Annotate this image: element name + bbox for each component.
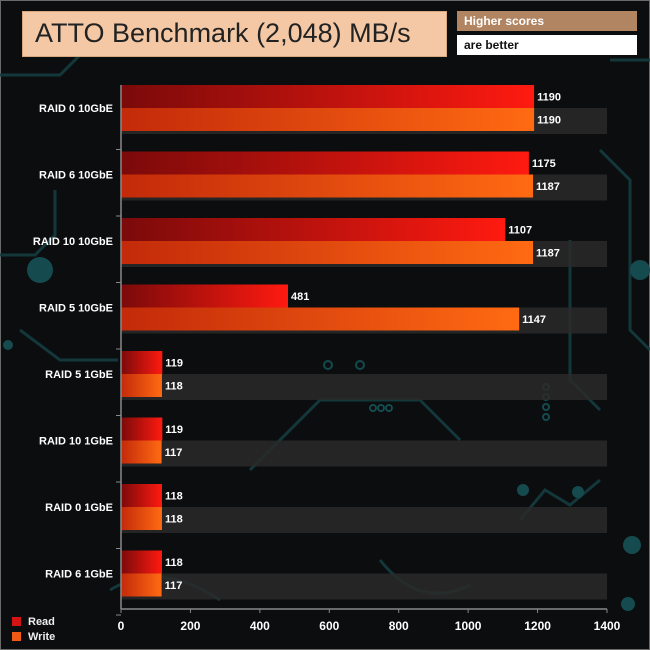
value-label-read-raid-0-10gbe: 1190 <box>537 92 561 104</box>
legend-item-read: Read <box>12 616 55 628</box>
bar-read-raid-5-1gbe <box>121 351 163 374</box>
x-tick-label-1000: 1000 <box>455 619 482 633</box>
legend-swatch-read <box>12 617 21 626</box>
bar-write-raid-10-1gbe <box>121 440 162 464</box>
category-label-raid-0-1gbe: RAID 0 1GbE <box>45 502 113 514</box>
chart-title: ATTO Benchmark (2,048) MB/s <box>35 18 411 48</box>
x-tick-label-0: 0 <box>118 619 125 633</box>
value-label-read-raid-10-10gbe: 1107 <box>508 225 532 237</box>
bar-write-raid-6-10gbe <box>121 174 534 198</box>
value-label-read-raid-6-1gbe: 118 <box>165 557 183 569</box>
bar-read-raid-6-10gbe <box>121 151 529 175</box>
value-label-read-raid-6-10gbe: 1175 <box>532 158 556 170</box>
category-label-raid-6-10gbe: RAID 6 10GbE <box>39 170 113 182</box>
value-label-read-raid-10-1gbe: 119 <box>165 424 183 436</box>
bar-read-raid-6-1gbe <box>121 550 162 574</box>
legend-label-read: Read <box>28 616 55 628</box>
x-tick-label-200: 200 <box>180 619 200 633</box>
x-tick-label-800: 800 <box>389 619 409 633</box>
are-better-note: are better <box>457 35 637 55</box>
category-label-raid-6-1gbe: RAID 6 1GbE <box>45 569 113 581</box>
bar-write-raid-5-1gbe <box>121 374 162 397</box>
value-label-write-raid-5-1gbe: 118 <box>165 381 183 393</box>
bar-read-raid-5-10gbe <box>121 284 288 308</box>
category-label-raid-5-10gbe: RAID 5 10GbE <box>39 303 113 315</box>
bar-read-raid-10-10gbe <box>121 218 506 241</box>
row-band-raid-0-1gbe <box>121 507 607 533</box>
bar-write-raid-10-10gbe <box>121 241 534 264</box>
value-label-read-raid-5-1gbe: 119 <box>165 358 183 370</box>
value-label-write-raid-10-1gbe: 117 <box>165 447 183 459</box>
value-label-read-raid-0-1gbe: 118 <box>165 491 183 503</box>
value-label-write-raid-5-10gbe: 1147 <box>522 314 546 326</box>
bar-read-raid-0-1gbe <box>121 484 162 507</box>
legend-swatch-write <box>12 632 21 641</box>
category-label-raid-5-1gbe: RAID 5 1GbE <box>45 369 113 381</box>
value-label-write-raid-10-10gbe: 1187 <box>536 248 560 260</box>
bar-write-raid-0-1gbe <box>121 507 162 530</box>
row-band-raid-10-1gbe <box>121 440 607 467</box>
category-label-raid-10-1gbe: RAID 10 1GbE <box>39 436 113 448</box>
bar-read-raid-0-10gbe <box>121 85 535 108</box>
title-box: ATTO Benchmark (2,048) MB/s <box>22 11 447 57</box>
value-label-write-raid-0-1gbe: 118 <box>165 514 183 526</box>
x-tick-label-1200: 1200 <box>524 619 551 633</box>
legend-item-write: Write <box>12 631 55 643</box>
x-tick-label-400: 400 <box>250 619 270 633</box>
value-label-read-raid-5-10gbe: 481 <box>291 291 309 303</box>
bar-read-raid-10-1gbe <box>121 417 163 441</box>
value-label-write-raid-6-10gbe: 1187 <box>536 181 560 193</box>
row-band-raid-5-1gbe <box>121 374 607 400</box>
value-label-write-raid-6-1gbe: 117 <box>165 580 183 592</box>
bar-write-raid-6-1gbe <box>121 573 162 597</box>
value-label-write-raid-0-10gbe: 1190 <box>537 115 561 127</box>
x-tick-label-1400: 1400 <box>594 619 621 633</box>
higher-scores-note: Higher scores <box>457 11 637 31</box>
category-label-raid-10-10gbe: RAID 10 10GbE <box>33 236 113 248</box>
legend-label-write: Write <box>28 631 56 643</box>
row-band-raid-6-1gbe <box>121 573 607 600</box>
bar-write-raid-0-10gbe <box>121 108 535 131</box>
bar-write-raid-5-10gbe <box>121 307 520 331</box>
category-label-raid-0-10gbe: RAID 0 10GbE <box>39 103 113 115</box>
x-tick-label-600: 600 <box>319 619 339 633</box>
